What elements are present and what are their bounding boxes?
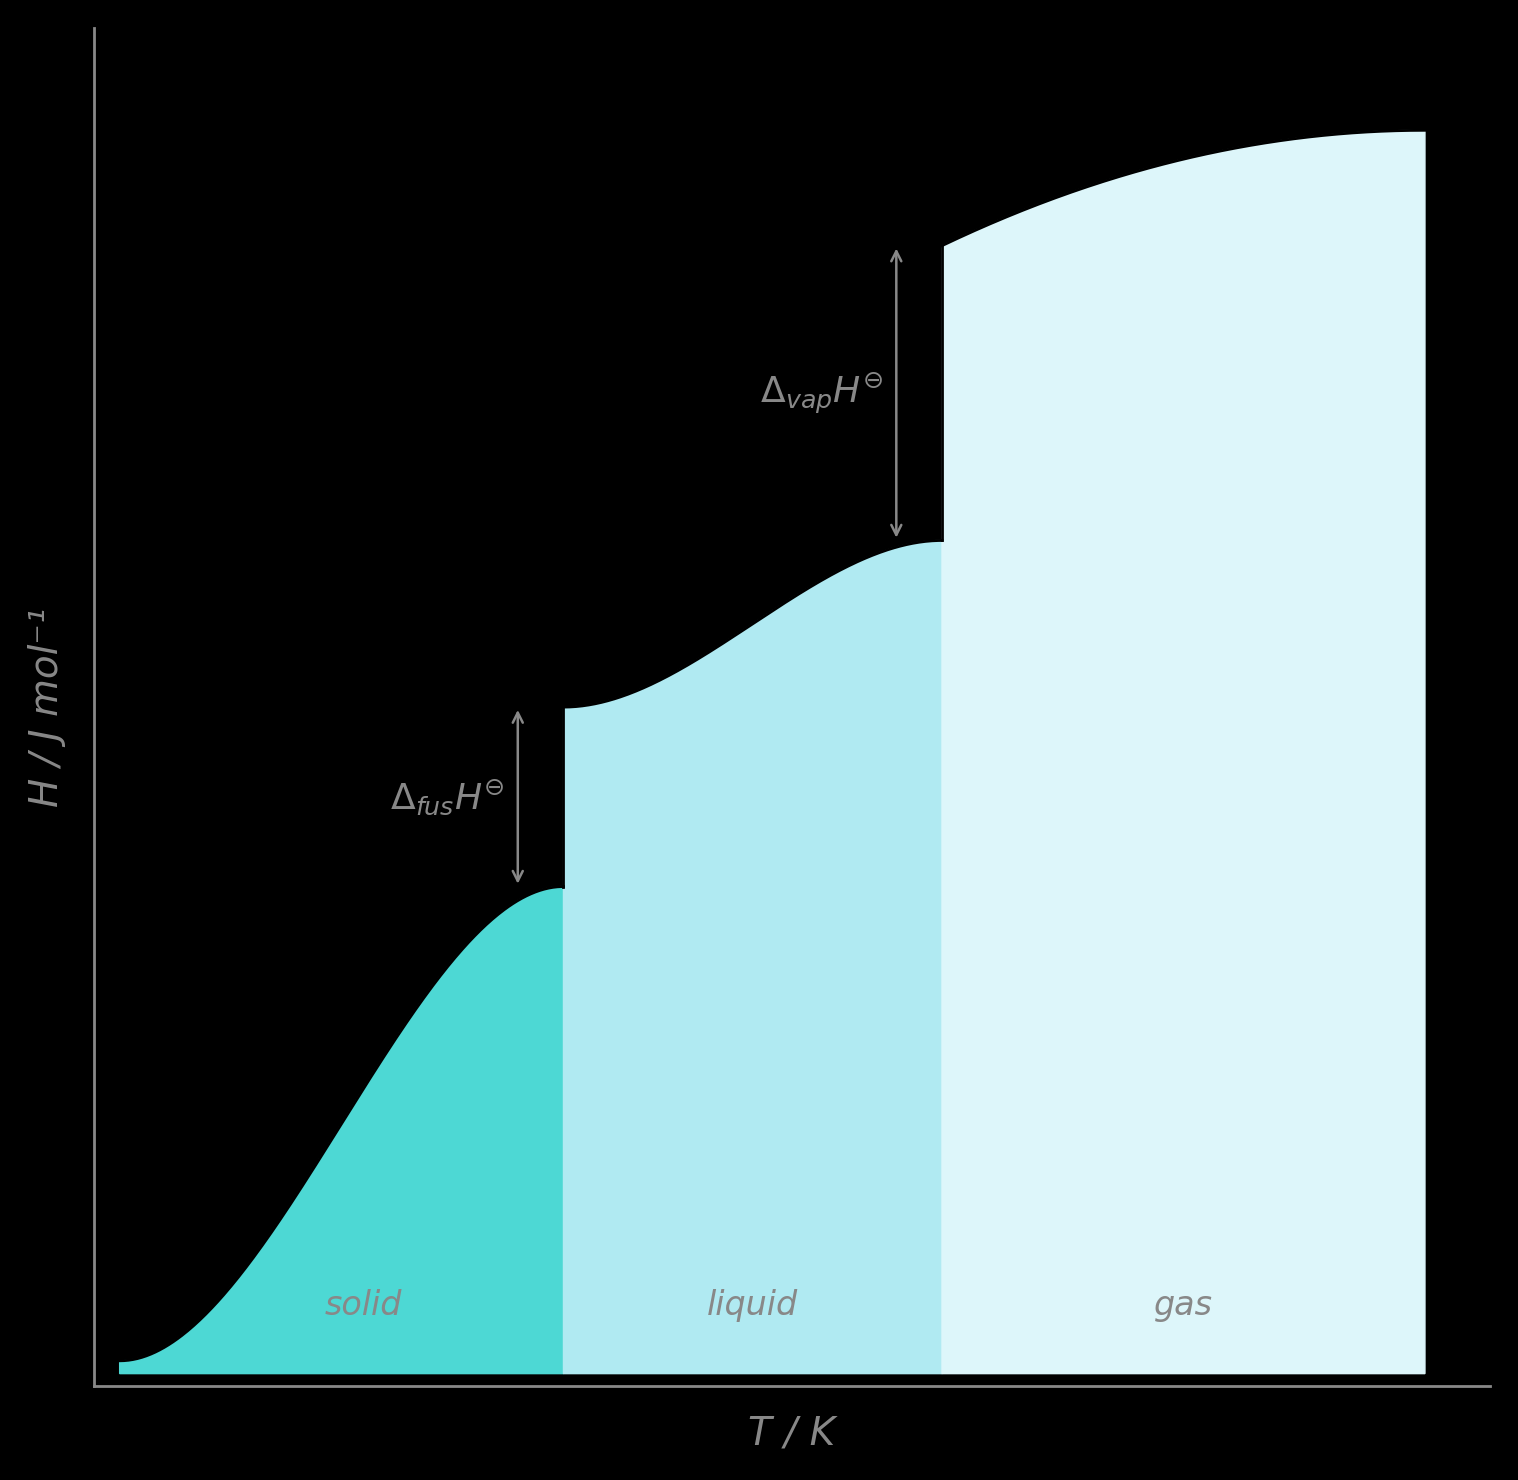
Text: $\Delta_{vap}H^{\ominus}$: $\Delta_{vap}H^{\ominus}$ bbox=[761, 370, 883, 416]
X-axis label: T / K: T / K bbox=[748, 1415, 835, 1452]
Text: liquid: liquid bbox=[707, 1289, 798, 1322]
Text: solid: solid bbox=[325, 1289, 402, 1322]
Polygon shape bbox=[943, 130, 1425, 1373]
Text: gas: gas bbox=[1154, 1289, 1213, 1322]
Y-axis label: H / J mol⁻¹: H / J mol⁻¹ bbox=[27, 607, 65, 807]
Polygon shape bbox=[120, 887, 563, 1373]
Polygon shape bbox=[563, 540, 943, 1373]
Text: $\Delta_{fus}H^{\ominus}$: $\Delta_{fus}H^{\ominus}$ bbox=[390, 777, 504, 817]
